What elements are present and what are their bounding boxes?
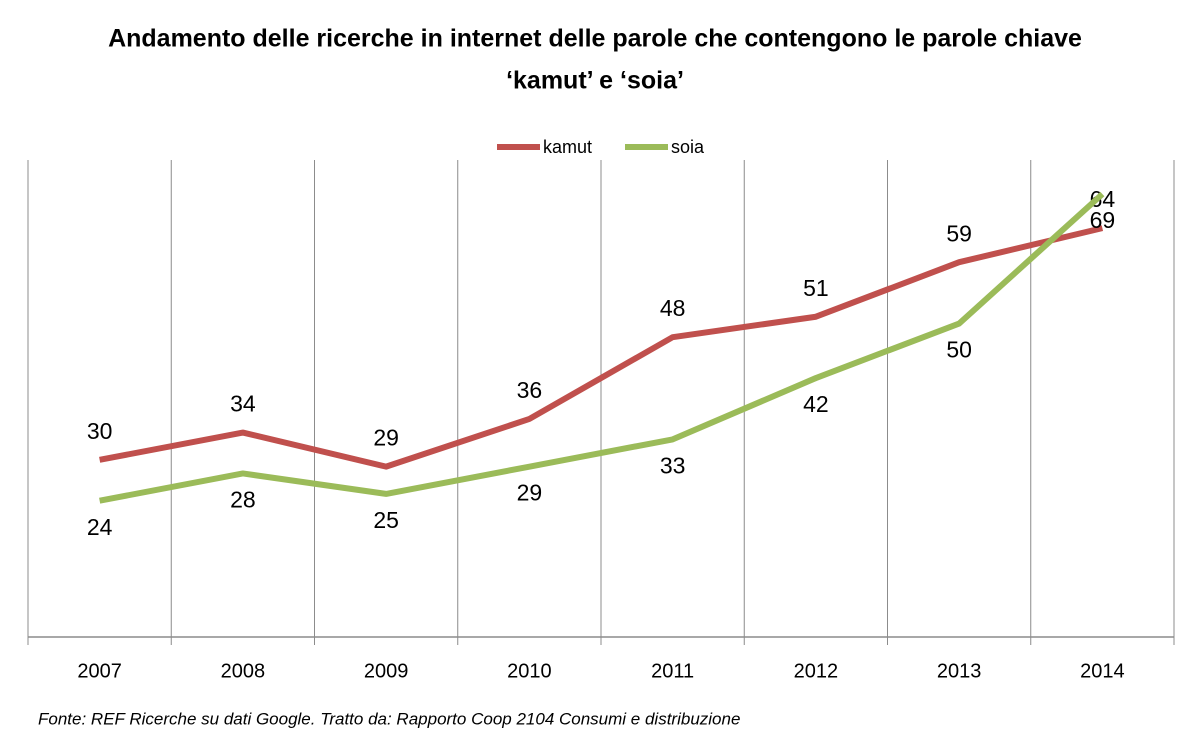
- data-label: 48: [660, 295, 686, 321]
- data-label: 50: [946, 337, 972, 363]
- chart-title: Andamento delle ricerche in internet del…: [108, 25, 1082, 53]
- legend-label: soia: [671, 137, 705, 157]
- x-tick-label: 2010: [507, 660, 552, 682]
- x-tick-label: 2014: [1080, 660, 1125, 682]
- series-line: [99, 225, 1104, 470]
- data-label: 25: [373, 507, 399, 533]
- data-label: 36: [517, 377, 543, 403]
- legend-label: kamut: [543, 137, 592, 157]
- data-label: 51: [803, 275, 829, 301]
- x-tick-label: 2009: [364, 660, 409, 682]
- x-tick-label: 2007: [77, 660, 122, 682]
- data-label: 34: [230, 391, 256, 417]
- data-label: 29: [517, 480, 543, 506]
- data-label: 29: [373, 425, 399, 451]
- data-label: 33: [660, 452, 686, 478]
- x-tick-label: 2011: [651, 660, 694, 682]
- source-note: Fonte: REF Ricerche su dati Google. Trat…: [38, 709, 740, 728]
- data-label: 28: [230, 487, 256, 513]
- series-line: [99, 191, 1105, 504]
- data-label: 42: [803, 391, 829, 417]
- x-tick-label: 2013: [937, 660, 982, 682]
- data-label: 30: [87, 418, 113, 444]
- data-label: 24: [87, 514, 113, 540]
- chart-title: ‘kamut’ e ‘soia’: [506, 67, 684, 95]
- x-tick-label: 2008: [221, 660, 266, 682]
- data-label: 69: [1090, 207, 1116, 233]
- data-label: 59: [946, 220, 972, 246]
- x-tick-label: 2012: [794, 660, 839, 682]
